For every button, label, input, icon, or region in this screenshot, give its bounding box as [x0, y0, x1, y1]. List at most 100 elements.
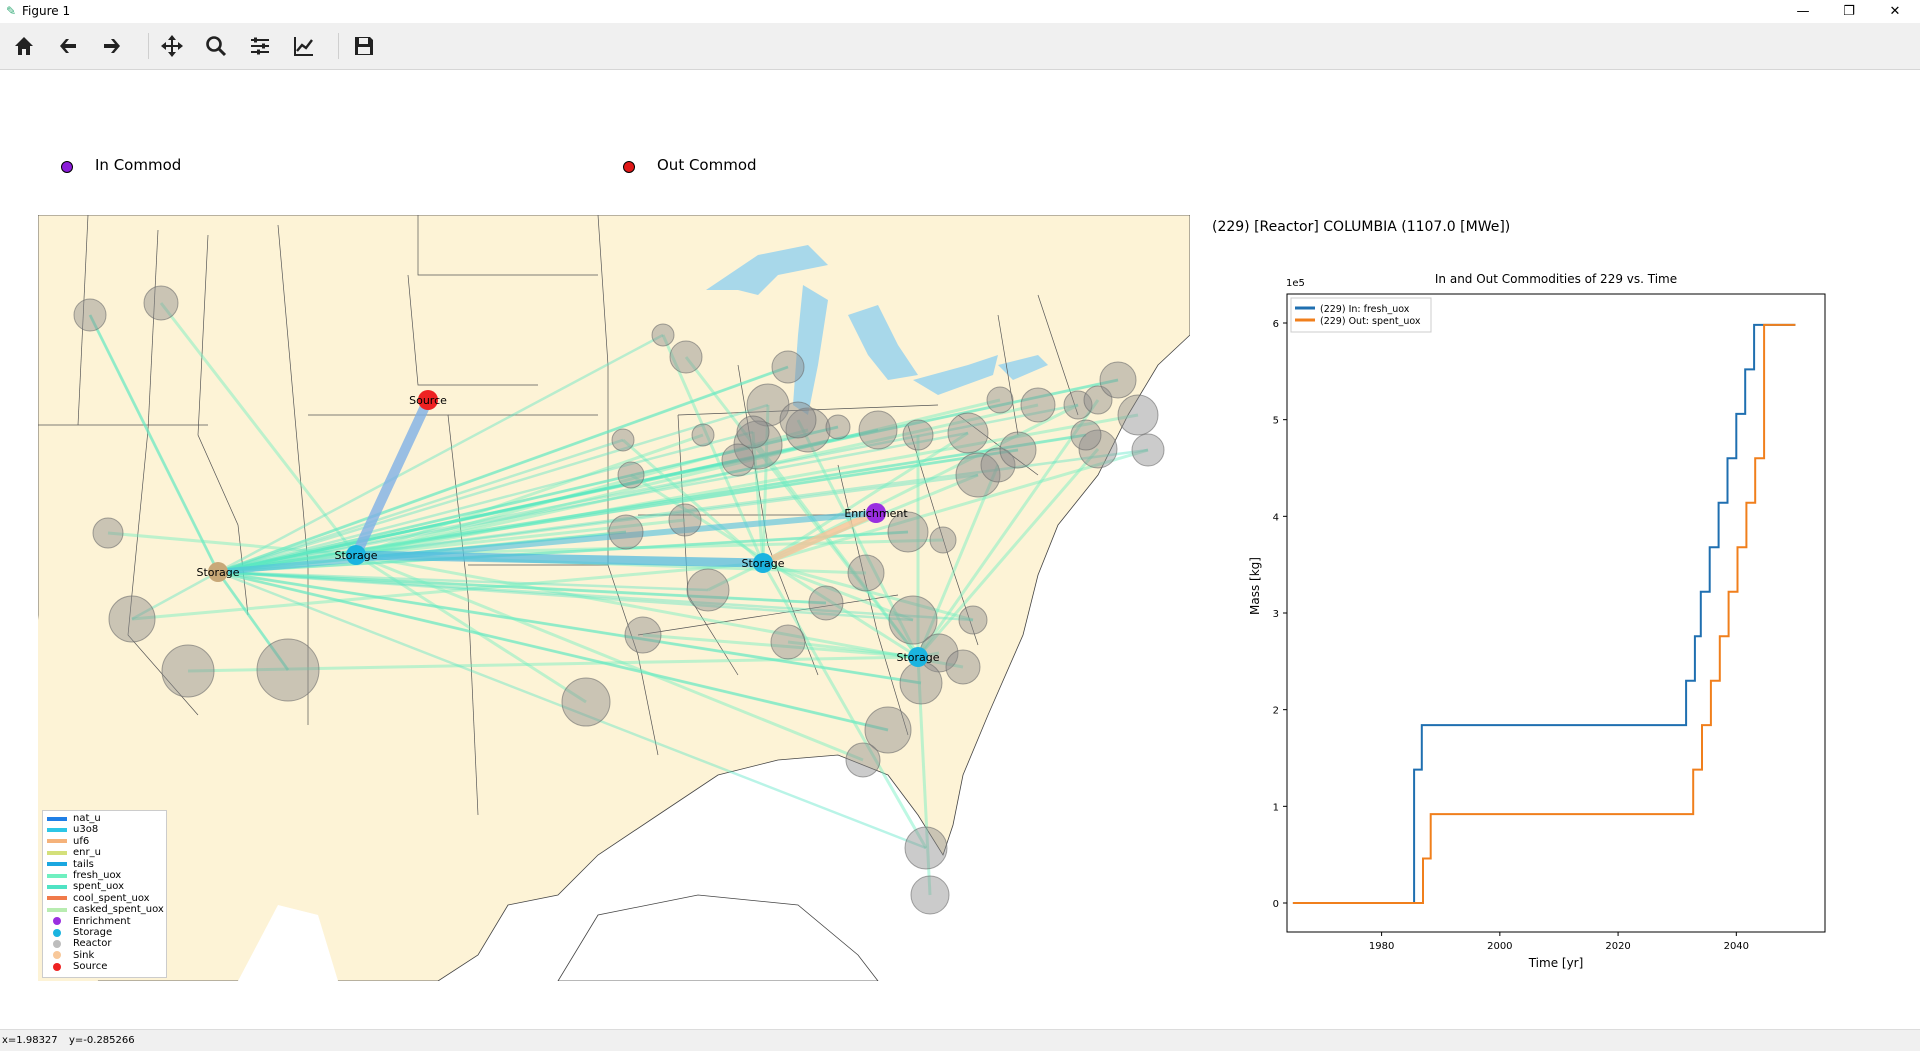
reactor-node[interactable] [617, 461, 645, 489]
y-tick-label: 6 [1273, 319, 1279, 330]
legend-dot-swatch [53, 951, 61, 960]
mass-chart[interactable]: 1980 2000 2020 2040 0 1 2 3 4 5 6 (229) In: fresh_u… [1240, 280, 1840, 980]
facility-node[interactable] [208, 562, 228, 582]
reactor-node[interactable] [929, 526, 957, 554]
minimize-button[interactable]: — [1796, 4, 1810, 19]
legend-label: cool_spent_uox [73, 892, 150, 904]
zoom-button[interactable] [202, 32, 230, 60]
legend-item: spent_uox [47, 881, 124, 892]
close-button[interactable]: ✕ [1889, 4, 1901, 19]
forward-button[interactable] [98, 32, 126, 60]
reactor-node[interactable] [1070, 419, 1102, 451]
flow-link [355, 433, 704, 557]
flow-link [355, 398, 1001, 557]
save-button[interactable] [350, 32, 378, 60]
legend-line-swatch [47, 816, 67, 821]
reactor-node[interactable] [986, 386, 1014, 414]
y-tick-label: 3 [1273, 609, 1279, 620]
legend-label: Enrichment [73, 915, 131, 927]
reactor-node[interactable] [770, 624, 806, 660]
reactor-node[interactable] [779, 401, 817, 439]
reactor-node[interactable] [73, 298, 107, 332]
facility-node[interactable] [346, 545, 366, 565]
flow-link [217, 458, 739, 574]
facility-node[interactable] [418, 390, 438, 410]
legend-item: uf6 [47, 836, 89, 847]
reactor-node[interactable] [899, 661, 943, 705]
reactor-node[interactable] [611, 428, 635, 452]
facility-node[interactable] [753, 553, 773, 573]
reactor-node[interactable] [955, 452, 1001, 498]
reactor-node[interactable] [904, 826, 948, 870]
reactor-node[interactable] [825, 414, 851, 440]
reactor-node[interactable] [1078, 429, 1118, 469]
y-tick-label: 0 [1273, 899, 1279, 910]
out-commod-label: Out Commod [657, 156, 757, 174]
home-button[interactable] [10, 32, 38, 60]
reactor-node[interactable] [92, 517, 124, 549]
reactor-node[interactable] [1131, 433, 1165, 467]
reactor-node[interactable] [888, 595, 938, 645]
reactor-node[interactable] [161, 644, 215, 698]
flow-link [217, 570, 922, 685]
flow-link [217, 365, 789, 574]
pan-button[interactable] [158, 32, 186, 60]
chart-legend-label: (229) Out: spent_uox [1320, 316, 1421, 327]
reactor-node[interactable] [808, 585, 844, 621]
reactor-node[interactable] [947, 412, 989, 454]
reactor-node[interactable] [980, 447, 1016, 483]
flow-link [88, 314, 220, 573]
reactor-node[interactable] [858, 410, 898, 450]
flow-link [761, 562, 928, 849]
facility-node[interactable] [866, 503, 886, 523]
forward-icon [104, 39, 120, 53]
reactor-node[interactable] [651, 323, 675, 347]
reactor-node[interactable] [108, 595, 156, 643]
back-button[interactable] [54, 32, 82, 60]
flow-link [217, 458, 739, 574]
reactor-node[interactable] [910, 875, 950, 915]
flow-link [762, 431, 969, 565]
reactor-node[interactable] [1099, 361, 1137, 399]
reactor-node[interactable] [771, 350, 805, 384]
legend-line-swatch [47, 873, 67, 878]
configure-subplots-button[interactable] [246, 32, 274, 60]
reactor-node[interactable] [958, 605, 988, 635]
legend-label: tails [73, 858, 94, 870]
reactor-node[interactable] [624, 616, 662, 654]
reactor-node[interactable] [887, 511, 929, 553]
reactor-node[interactable] [721, 443, 755, 477]
reactor-node[interactable] [847, 554, 885, 592]
reactor-node[interactable] [1063, 390, 1093, 420]
reactor-node[interactable] [945, 649, 981, 685]
reactor-node[interactable] [1117, 394, 1159, 436]
reactor-node[interactable] [1020, 387, 1056, 423]
reactor-node[interactable] [143, 285, 179, 321]
maximize-button[interactable]: ❐ [1843, 4, 1855, 19]
reactor-node[interactable] [256, 638, 320, 702]
reactor-node[interactable] [561, 677, 611, 727]
reactor-node[interactable] [668, 503, 702, 537]
legend-item: cool_spent_uox [47, 893, 150, 904]
reactor-node[interactable] [999, 431, 1037, 469]
reactor-node[interactable] [669, 340, 703, 374]
facility-map[interactable]: SourceStorageStorageStorageStorageEnrich… [38, 215, 1190, 981]
flow-link [916, 399, 1100, 658]
reactor-node[interactable] [902, 419, 934, 451]
reactor-node[interactable] [736, 415, 770, 449]
reactor-node[interactable] [733, 420, 783, 470]
reactor-node[interactable] [691, 423, 715, 447]
reactor-node[interactable] [785, 407, 831, 453]
facility-node[interactable] [908, 647, 928, 667]
legend-dot-swatch [53, 917, 61, 926]
flow-link [217, 428, 879, 574]
reactor-node[interactable] [864, 706, 912, 754]
y-scale-label: 1e5 [1286, 278, 1305, 289]
flow-link [217, 403, 769, 574]
map-legend: nat_u u3o8 uf6 enr_u tails fresh_uox spent_uox… [42, 810, 167, 978]
reactor-node[interactable] [845, 742, 881, 778]
edit-axis-button[interactable] [290, 32, 318, 60]
reactor-node[interactable] [608, 514, 644, 550]
chart-legend-label: (229) In: fresh_uox [1320, 304, 1410, 315]
reactor-node[interactable] [686, 568, 730, 612]
